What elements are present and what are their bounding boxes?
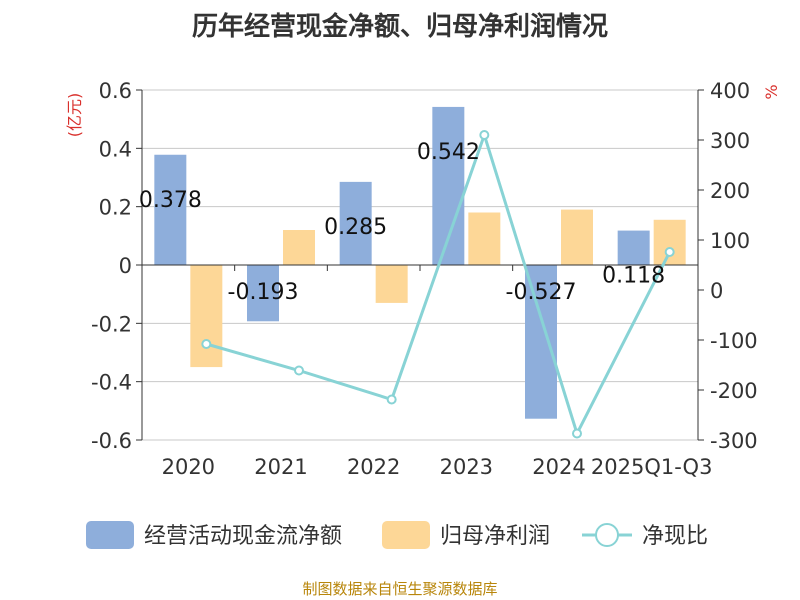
right-axis-tick-label: 300	[710, 129, 750, 153]
x-axis-category-label: 2020	[162, 455, 215, 479]
cashflow-data-label: 0.285	[324, 215, 387, 240]
data-labels: 0.378 -0.193 0.285 0.542 -0.527 0.118	[139, 140, 665, 305]
right-axis-tick-label: 400	[710, 79, 750, 103]
x-axis-category-label: 2021	[254, 455, 307, 479]
axes: 0.6 0.4 0.2 0 -0.2 -0.4 -0.6 400 300 200 100 0 -100 -…	[65, 79, 781, 479]
bar-cashflow	[525, 265, 557, 419]
right-axis-tick-label: -300	[710, 429, 758, 453]
bar-series	[154, 106, 686, 419]
legend-label-cashflow: 经营活动现金流净额	[144, 524, 342, 549]
cashflow-data-label: 0.542	[417, 140, 480, 165]
left-axis-tick-label: 0.4	[99, 137, 132, 161]
x-axis-category-label: 2022	[347, 455, 400, 479]
bar-cashflow	[617, 230, 650, 265]
cashflow-data-label: -0.527	[506, 280, 577, 305]
legend-swatch-ratio-point	[595, 523, 619, 547]
bar-cashflow	[154, 154, 187, 265]
left-axis-tick-label: -0.4	[91, 371, 132, 395]
left-axis-tick-label: 0.2	[99, 196, 132, 220]
bar-net-profit	[190, 265, 223, 368]
bar-net-profit	[561, 209, 593, 265]
bar-cashflow	[247, 265, 279, 322]
ratio-line-point	[479, 130, 490, 140]
right-axis-tick-label: 100	[710, 229, 750, 253]
right-axis-tick-label: -100	[710, 329, 758, 353]
right-axis-tick-label: 0	[710, 279, 723, 303]
left-axis-unit-label: (亿元)	[65, 93, 84, 138]
legend-label-net-profit: 归母净利润	[440, 524, 550, 549]
right-axis-unit-label: %	[762, 84, 781, 99]
bar-net-profit	[468, 212, 501, 265]
cashflow-data-label: 0.118	[602, 264, 665, 289]
ratio-line-point	[201, 339, 212, 349]
ratio-line-point	[294, 365, 304, 376]
left-axis-tick-label: -0.2	[91, 312, 132, 336]
bar-cashflow	[339, 181, 372, 265]
legend: 经营活动现金流净额 归母净利润 净现比	[86, 521, 708, 549]
ratio-line-series	[201, 130, 675, 439]
cashflow-data-label: -0.193	[228, 280, 299, 305]
x-axis-category-label: 2025Q1-Q3	[591, 455, 713, 479]
bar-net-profit	[653, 219, 686, 265]
legend-label-ratio: 净现比	[642, 524, 708, 549]
cashflow-data-label: 0.378	[139, 188, 202, 213]
ratio-line-point	[664, 247, 675, 257]
ratio-line	[205, 130, 672, 438]
legend-swatch-net-profit	[382, 521, 430, 549]
left-axis-tick-label: 0.6	[99, 79, 132, 103]
ratio-line-point	[572, 428, 582, 439]
x-axis-category-label: 2024	[532, 455, 585, 479]
bar-net-profit	[375, 265, 408, 303]
source-note: 制图数据来自恒生聚源数据库	[302, 580, 498, 598]
chart-title: 历年经营现金净额、归母净利润情况	[191, 12, 608, 42]
ratio-line-point	[386, 394, 397, 405]
bar-net-profit	[283, 230, 315, 265]
legend-swatch-cashflow	[86, 521, 134, 549]
right-axis-tick-label: -200	[710, 379, 758, 403]
x-axis-category-label: 2023	[440, 455, 493, 479]
right-axis-tick-label: 200	[710, 179, 750, 203]
left-axis-tick-label: 0	[119, 254, 132, 278]
left-axis-tick-label: -0.6	[91, 429, 132, 453]
